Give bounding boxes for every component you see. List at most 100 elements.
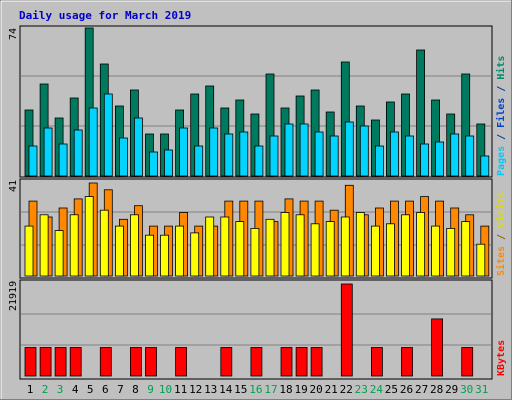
visits-bar [355, 212, 365, 277]
day-label: 31 [475, 383, 488, 396]
visits-bar [265, 218, 275, 277]
pages-bar [164, 149, 173, 177]
visits-bar [24, 225, 34, 277]
pages-bar [269, 135, 279, 177]
visits-bar [461, 221, 471, 277]
kbytes-bar [129, 347, 142, 377]
pages-bar [239, 131, 249, 177]
day-label: 19 [294, 383, 307, 396]
day-label: 24 [370, 383, 384, 396]
day-label: 5 [87, 383, 94, 396]
pages-bar [344, 121, 354, 177]
kbytes-bar [250, 347, 263, 377]
pages-bar [284, 123, 294, 177]
visits-bar [205, 216, 215, 277]
kbytes-bar [220, 347, 233, 377]
visits-bar [401, 214, 410, 277]
day-label: 8 [132, 383, 139, 396]
hits-ymax-label: 74 [8, 28, 19, 40]
kbytes-bar [54, 347, 67, 377]
visits-bar [325, 221, 335, 277]
visits-bar [295, 214, 305, 277]
visits-bar [446, 227, 456, 277]
visits-bar [340, 216, 350, 277]
kbytes-bar [295, 347, 308, 377]
visits-bar [370, 225, 380, 277]
day-label: 10 [159, 383, 172, 396]
day-label: 7 [117, 383, 124, 396]
kbytes-bar [39, 347, 52, 377]
pages-bar [450, 133, 460, 177]
visits-ymax-label: 41 [8, 180, 19, 192]
day-label: 28 [430, 383, 443, 396]
visits-bar [160, 234, 169, 277]
visits-bar [115, 225, 124, 277]
visits-bar [69, 214, 79, 277]
day-label: 21 [325, 383, 338, 396]
visits-bar [175, 225, 185, 277]
kbytes-bar [431, 318, 444, 377]
visits-bar [84, 196, 94, 277]
kbytes-bar [461, 347, 474, 377]
visits-bar [129, 214, 139, 277]
day-label: 22 [340, 383, 353, 396]
kbytes-bar [401, 347, 413, 377]
visits-bar [190, 232, 200, 277]
visits-bar [385, 223, 395, 277]
visits-bar [431, 225, 441, 277]
pages-bar [254, 145, 264, 177]
pages-bar [224, 133, 234, 177]
day-label: 17 [264, 383, 277, 396]
pages-bar [194, 145, 204, 177]
visits-bar [220, 216, 230, 277]
pages-bar [299, 123, 309, 177]
kbytes-ymax-label: 21919 [8, 281, 19, 311]
pages-bar [133, 117, 143, 177]
pages-bar [420, 143, 430, 177]
day-label: 25 [385, 383, 398, 396]
day-label: 26 [400, 383, 413, 396]
visits-bar [250, 227, 260, 277]
day-label: 16 [249, 383, 262, 396]
kbytes-bar [24, 347, 37, 377]
day-label: 2 [42, 383, 49, 396]
kbytes-bar [310, 347, 323, 377]
hits-legend: Pages / Files / Hits [495, 56, 507, 176]
day-label: 1 [27, 383, 34, 396]
visits-bar [54, 230, 64, 277]
pages-bar [28, 145, 38, 177]
pages-bar [329, 135, 339, 177]
day-label: 11 [174, 383, 187, 396]
pages-bar [465, 135, 475, 177]
visits-bar [280, 212, 290, 277]
pages-bar [73, 129, 83, 177]
pages-bar [480, 155, 490, 177]
visits-bar [416, 212, 426, 277]
kbytes-bar [175, 347, 188, 377]
day-label: 30 [460, 383, 473, 396]
pages-bar [58, 143, 68, 177]
day-label: 18 [279, 383, 292, 396]
kbytes-bar [280, 347, 293, 377]
visits-bar [99, 209, 109, 277]
day-label: 13 [204, 383, 217, 396]
pages-bar [374, 145, 384, 177]
pages-bar [88, 107, 98, 177]
day-label: 15 [234, 383, 247, 396]
visits-bar [310, 223, 320, 277]
day-label: 20 [309, 383, 322, 396]
day-label: 23 [355, 383, 368, 396]
kbytes-legend: KBytes [496, 340, 507, 376]
visits-bar [39, 214, 49, 277]
visits-bar [476, 243, 486, 277]
pages-bar [405, 135, 414, 177]
pages-bar [149, 151, 158, 177]
pages-bar [119, 137, 128, 177]
kbytes-bar [99, 347, 112, 377]
pages-bar [435, 141, 445, 177]
kbytes-bar [69, 347, 82, 377]
kbytes-bar [145, 347, 157, 377]
pages-bar [359, 125, 369, 177]
pages-bar [389, 131, 399, 177]
